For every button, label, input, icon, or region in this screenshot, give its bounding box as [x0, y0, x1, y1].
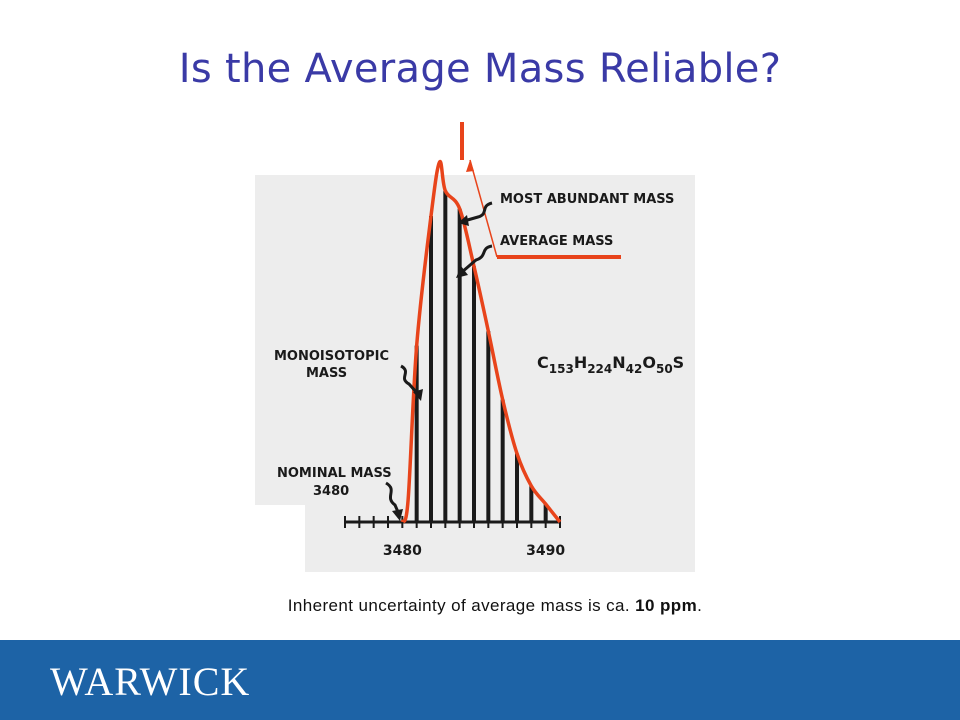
average-mass-pointer-head	[456, 266, 468, 278]
isotope-bar	[529, 486, 534, 522]
caption-text: Inherent uncertainty of average mass is …	[287, 596, 631, 615]
isotope-bar	[543, 504, 548, 522]
isotope-bar	[515, 453, 519, 522]
isotope-bar	[500, 399, 505, 522]
average-mass-pointer	[461, 244, 493, 274]
label-nominal-mass-1: NOMINAL MASS	[277, 466, 392, 481]
isotope-bar	[486, 331, 491, 522]
label-monoisotopic-1: MONOISOTOPIC	[274, 349, 389, 364]
isotope-bar	[443, 190, 448, 523]
monoisotopic-pointer-head	[413, 389, 423, 401]
isotope-bars	[414, 190, 548, 523]
mass-spectrum-figure: 3480 3490 MOST ABUNDANT MASS AVERAGE MASS…	[274, 122, 684, 559]
warwick-logo: WARWICK	[50, 659, 251, 704]
label-most-abundant-mass: MOST ABUNDANT MASS	[500, 192, 674, 207]
molecular-formula: C153H224N42O50S	[537, 353, 684, 376]
isotope-bar	[457, 208, 462, 523]
footer-bar: WARWICK	[0, 640, 960, 720]
nominal-mass-pointer-head	[392, 509, 403, 521]
nominal-mass-pointer	[385, 481, 400, 513]
most-abundant-pointer-head	[458, 215, 469, 226]
figure-notch	[255, 505, 305, 572]
caption: Inherent uncertainty of average mass is …	[0, 596, 960, 616]
caption-end: .	[697, 596, 703, 615]
isotope-envelope	[400, 159, 562, 524]
label-monoisotopic-2: MASS	[306, 366, 347, 381]
label-nominal-mass-2: 3480	[313, 484, 349, 499]
monoisotopic-pointer	[400, 364, 420, 396]
x-tick-label: 3480	[383, 543, 422, 559]
slide-title: Is the Average Mass Reliable?	[178, 46, 782, 92]
isotope-bar	[414, 345, 419, 522]
mass-difference-arrowhead	[466, 160, 474, 172]
x-tick-label: 3490	[526, 543, 565, 559]
caption-value: 10 ppm	[635, 596, 698, 615]
x-axis: 3480 3490	[344, 516, 565, 559]
label-average-mass: AVERAGE MASS	[500, 234, 613, 249]
most-abundant-pointer	[463, 201, 493, 223]
isotope-bar	[429, 216, 433, 522]
isotope-bar	[472, 266, 476, 522]
